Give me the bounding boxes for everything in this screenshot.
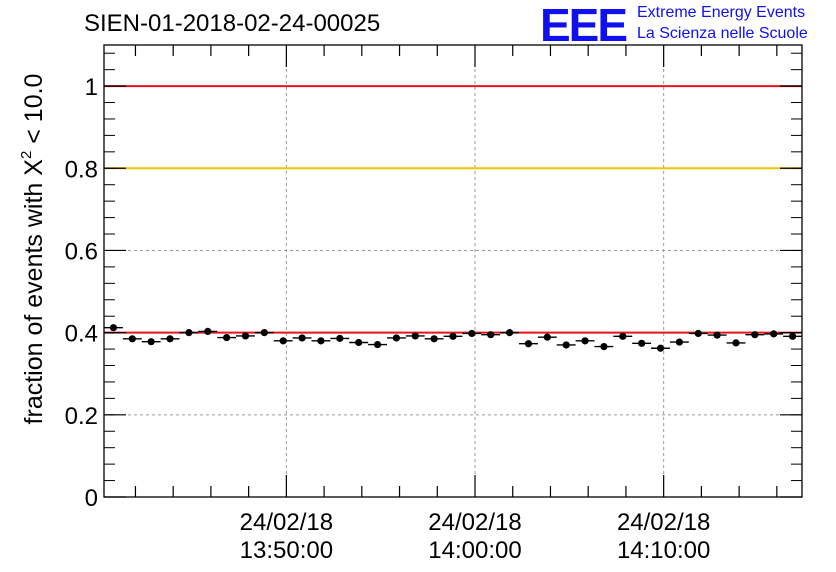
data-point bbox=[122, 335, 142, 343]
data-point bbox=[537, 333, 557, 341]
data-point bbox=[141, 338, 161, 346]
point-marker bbox=[694, 329, 702, 338]
eee-logo-mark: EEE bbox=[540, 0, 628, 51]
data-point bbox=[405, 332, 425, 340]
data-point bbox=[292, 334, 312, 342]
y-tick-label: 0.6 bbox=[65, 238, 98, 265]
point-marker bbox=[241, 332, 250, 340]
x-tick-date: 24/02/18 bbox=[428, 509, 521, 536]
data-point bbox=[651, 344, 670, 352]
y-tick-labels: 0 0.2 0.4 0.6 0.8 1 bbox=[65, 74, 98, 512]
point-marker bbox=[317, 337, 325, 345]
data-point bbox=[236, 332, 255, 340]
point-marker bbox=[392, 334, 401, 342]
point-marker bbox=[732, 339, 740, 347]
y-axis-label: fraction of events with X2 < 10.0 bbox=[18, 74, 48, 425]
x-tick-labels: 24/02/1813:50:0024/02/1814:00:0024/02/18… bbox=[240, 509, 711, 564]
data-point bbox=[500, 329, 520, 337]
data-point bbox=[349, 338, 369, 347]
point-marker bbox=[109, 324, 118, 332]
point-marker bbox=[505, 329, 514, 337]
point-marker bbox=[355, 338, 363, 347]
point-marker bbox=[600, 343, 608, 351]
data-point bbox=[575, 337, 595, 345]
data-point bbox=[632, 339, 652, 347]
logo-line-2: La Scienza nelle Scuole bbox=[637, 25, 808, 42]
point-marker bbox=[449, 332, 457, 340]
data-point bbox=[386, 334, 406, 342]
data-point bbox=[745, 331, 765, 339]
data-point bbox=[311, 337, 331, 345]
data-point bbox=[462, 329, 482, 338]
point-marker bbox=[373, 340, 382, 349]
x-tick-time: 14:10:00 bbox=[617, 537, 710, 564]
point-marker bbox=[638, 339, 646, 347]
data-point bbox=[273, 337, 293, 345]
point-marker bbox=[487, 331, 495, 339]
data-point bbox=[104, 324, 123, 332]
x-tick-date: 24/02/18 bbox=[240, 509, 333, 536]
grid-lines bbox=[104, 45, 802, 497]
data-point bbox=[688, 329, 708, 338]
point-marker bbox=[751, 331, 759, 339]
chart-title: SIEN-01-2018-02-24-00025 bbox=[84, 10, 381, 37]
point-marker bbox=[713, 331, 721, 339]
y-tick-label: 1 bbox=[85, 74, 98, 101]
data-point bbox=[481, 331, 501, 339]
point-marker bbox=[675, 338, 683, 346]
point-marker bbox=[147, 338, 155, 346]
y-tick-label: 0.8 bbox=[65, 156, 98, 183]
point-marker bbox=[298, 334, 306, 342]
point-marker bbox=[619, 332, 627, 340]
data-point bbox=[764, 330, 784, 338]
data-point bbox=[519, 340, 538, 348]
y-tick-label: 0.2 bbox=[65, 403, 98, 430]
point-marker bbox=[279, 337, 287, 345]
point-marker bbox=[788, 332, 797, 340]
point-marker bbox=[581, 337, 589, 345]
point-marker bbox=[260, 329, 268, 337]
point-marker bbox=[543, 333, 551, 341]
data-point bbox=[783, 332, 802, 340]
point-marker bbox=[524, 340, 533, 348]
point-marker bbox=[204, 327, 212, 336]
data-point bbox=[254, 329, 274, 337]
data-point bbox=[726, 339, 746, 347]
point-marker bbox=[185, 329, 193, 337]
y-tick-label: 0 bbox=[85, 485, 98, 512]
point-marker bbox=[468, 329, 476, 338]
data-point bbox=[217, 333, 237, 342]
point-marker bbox=[770, 330, 778, 338]
x-tick-time: 13:50:00 bbox=[240, 537, 333, 564]
axis-ticks bbox=[104, 45, 802, 498]
data-point bbox=[179, 329, 199, 337]
reference-lines bbox=[104, 85, 802, 334]
point-marker bbox=[128, 335, 136, 343]
data-point bbox=[424, 335, 444, 343]
data-point bbox=[160, 335, 180, 343]
data-point bbox=[669, 338, 689, 346]
data-point bbox=[368, 340, 387, 349]
point-marker bbox=[411, 332, 419, 340]
x-tick-date: 24/02/18 bbox=[617, 509, 710, 536]
data-points bbox=[104, 324, 802, 352]
point-marker bbox=[166, 335, 174, 343]
point-marker bbox=[562, 341, 570, 349]
data-point bbox=[594, 343, 614, 351]
data-point bbox=[556, 341, 576, 349]
data-point bbox=[707, 331, 727, 339]
x-tick-time: 14:00:00 bbox=[428, 537, 521, 564]
point-marker bbox=[430, 335, 438, 343]
point-marker bbox=[336, 334, 344, 342]
y-tick-label: 0.4 bbox=[65, 321, 98, 348]
plot-frame bbox=[103, 44, 803, 498]
logo-line-1: Extreme Energy Events bbox=[637, 4, 806, 21]
data-point bbox=[198, 327, 218, 336]
data-point bbox=[613, 332, 633, 340]
data-point bbox=[443, 332, 463, 340]
data-point bbox=[330, 334, 350, 342]
point-marker bbox=[656, 344, 665, 352]
point-marker bbox=[223, 333, 231, 342]
